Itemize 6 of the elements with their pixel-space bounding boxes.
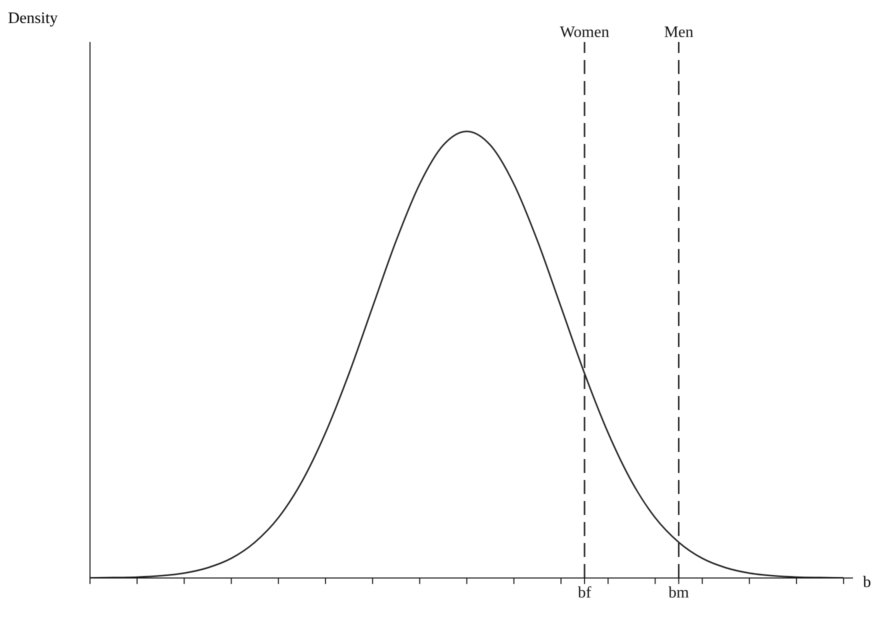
x-tick-label: bf — [578, 584, 592, 602]
ref-line-label: Women — [560, 24, 610, 41]
x-tick-label: bm — [668, 584, 690, 602]
ref-line-label: Men — [664, 24, 694, 41]
x-axis-title: b — [863, 574, 871, 592]
text: Density — [8, 10, 58, 28]
